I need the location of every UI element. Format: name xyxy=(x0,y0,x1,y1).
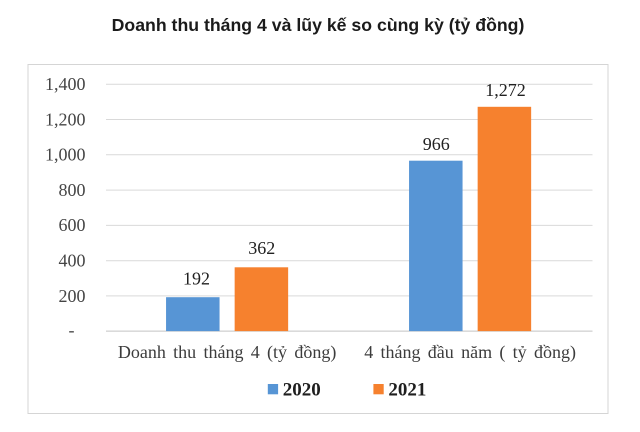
svg-text:1,272: 1,272 xyxy=(485,80,526,100)
svg-text:-: - xyxy=(69,320,75,340)
svg-text:1,200: 1,200 xyxy=(45,109,86,129)
svg-text:Doanh thu tháng 4 (tỷ đồng): Doanh thu tháng 4 (tỷ đồng) xyxy=(118,342,336,363)
svg-text:200: 200 xyxy=(59,286,86,306)
svg-text:966: 966 xyxy=(423,134,450,154)
svg-text:Doanh thu tháng 4 và lũy kế so: Doanh thu tháng 4 và lũy kế so cùng kỳ (… xyxy=(112,15,525,35)
svg-text:800: 800 xyxy=(59,180,86,200)
svg-text:362: 362 xyxy=(248,238,275,258)
svg-text:2021: 2021 xyxy=(388,379,426,400)
svg-text:400: 400 xyxy=(59,251,86,271)
svg-text:1,400: 1,400 xyxy=(45,74,86,94)
svg-text:1,000: 1,000 xyxy=(45,145,86,165)
svg-text:2020: 2020 xyxy=(283,379,321,400)
svg-text:192: 192 xyxy=(183,268,210,288)
svg-text:4 tháng đầu năm ( tỷ đồng): 4 tháng đầu năm ( tỷ đồng) xyxy=(364,342,576,363)
svg-text:600: 600 xyxy=(59,215,86,235)
